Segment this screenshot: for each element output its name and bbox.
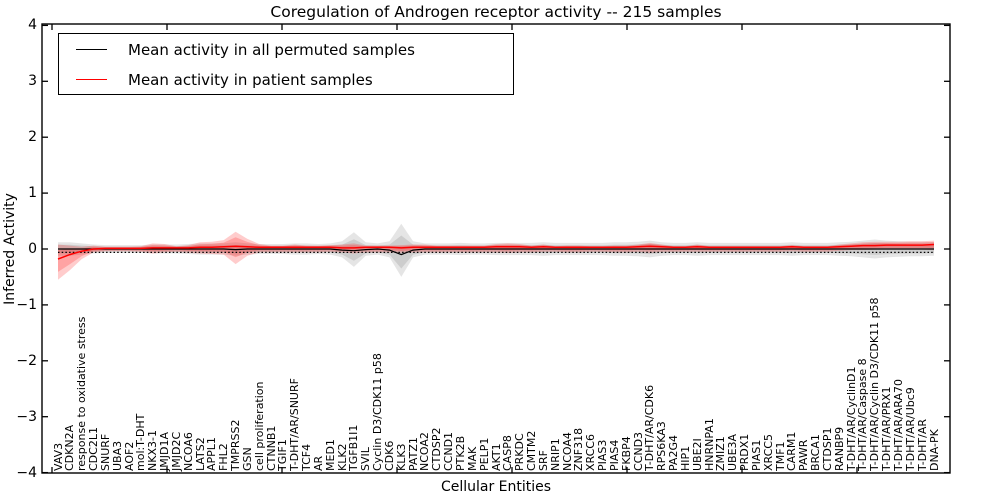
x-category-label: PELP1 [477,437,491,471]
x-category-label: XRCC5 [761,434,775,471]
legend-entry-patient: Mean activity in patient samples [59,65,513,94]
x-category-label: UBA3 [110,440,124,471]
x-category-label: MED1 [323,439,337,471]
x-category-label: cell proliferation [252,381,266,471]
x-category-label: RANBP9 [832,426,846,471]
x-category-label: UBE2I [690,438,704,471]
y-tick-label: 2 [28,129,37,146]
y-tick-label: 4 [28,17,37,34]
permuted-std-band [58,223,934,277]
x-category-label: KLK3 [394,443,408,471]
permuted-line-swatch [76,49,107,50]
x-category-label: DNA-PK [927,429,941,471]
y-tick-label: 1 [28,185,37,202]
permuted-mean-line [58,248,934,256]
patient-std-band [58,231,934,280]
patient-line-swatch [76,79,107,80]
y-tick-label: −4 [16,464,37,481]
x-category-label: T-DHT/AR [915,418,929,471]
y-tick-label: −2 [16,352,37,369]
x-category-label: MAK [465,446,479,471]
y-tick-label: 0 [28,241,37,257]
x-category-label: T-DHT/AR/Ubc9 [903,387,917,471]
chart-title: Coregulation of Androgen receptor activi… [270,3,722,21]
legend-entry-permuted: Mean activity in all permuted samples [59,35,513,64]
y-tick-label: 3 [28,73,37,90]
legend-box: Mean activity in all permuted samples Me… [58,33,514,95]
x-category-label: NRIP1 [548,438,562,471]
legend-label-permuted: Mean activity in all permuted samples [128,40,415,59]
x-axis-label: Cellular Entities [440,479,552,495]
y-tick-label: −3 [16,408,37,425]
x-category-label: FKBP4 [619,436,633,471]
patient-mean-line [57,243,935,260]
y-tick-label: −1 [16,296,37,313]
legend-label-patient: Mean activity in patient samples [128,70,373,89]
patient-std-band-inner [58,237,934,272]
x-category-label: NCOA6 [181,432,195,471]
